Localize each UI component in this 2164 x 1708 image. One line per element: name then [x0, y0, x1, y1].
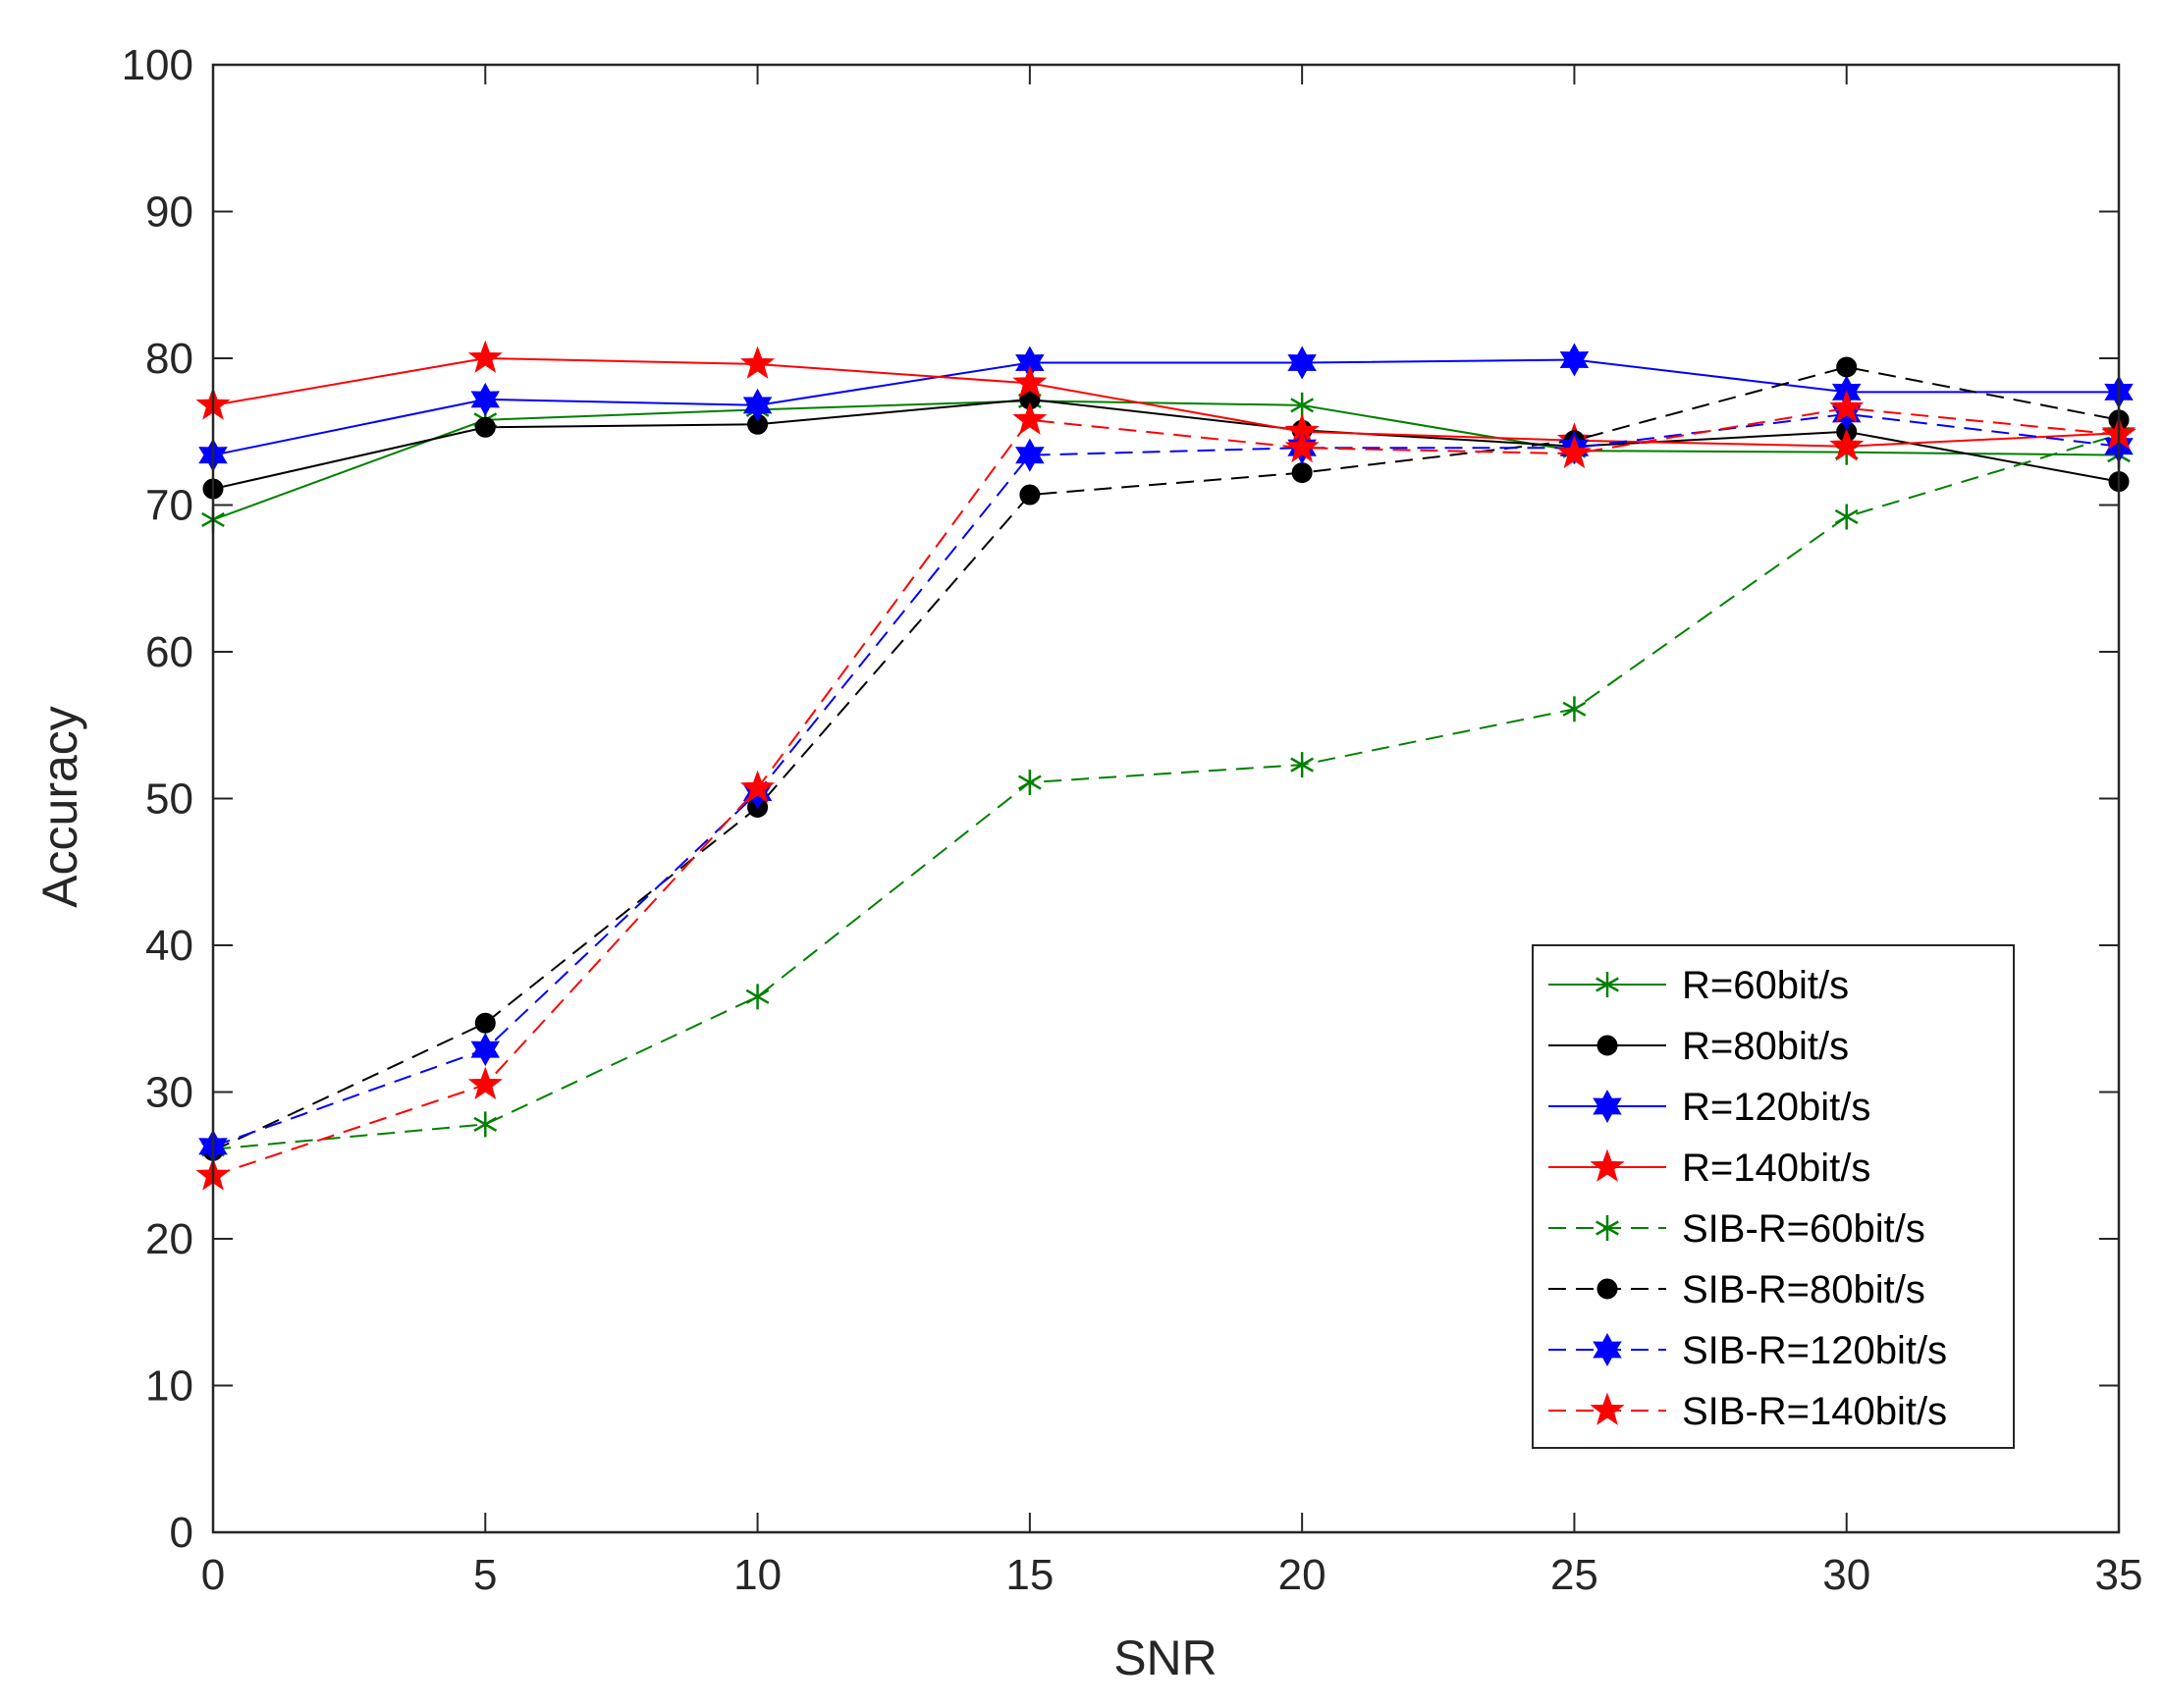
asterisk-stroke [1562, 701, 1587, 717]
data-point-sib-r-80bit-s [1019, 484, 1041, 506]
data-point-r-120bit-s [1559, 343, 1590, 377]
legend-label: SIB-R=80bit/s [1682, 1268, 1925, 1311]
data-point-sib-r-80bit-s [474, 1012, 496, 1034]
data-point-sib-r-60bit-s [1834, 504, 1859, 530]
data-point-r-120bit-s [1287, 346, 1317, 380]
legend-label: SIB-R=140bit/s [1682, 1390, 1947, 1433]
legend-entry-sib-r-80bit-s: SIB-R=80bit/s [1548, 1268, 1925, 1311]
y-tick-label: 40 [145, 922, 193, 970]
x-tick-label: 20 [1278, 1551, 1326, 1599]
axes-layer: 0 5 10 15 20 25 30 35 0 10 20 30 40 50 60 70 80 90 100 [122, 41, 2143, 1599]
y-tick-label: 50 [145, 775, 193, 824]
data-point-sib-r-60bit-s [1562, 696, 1587, 722]
legend-label: R=60bit/s [1682, 964, 1849, 1007]
asterisk-stroke [1290, 757, 1315, 773]
x-tick-label: 0 [201, 1551, 225, 1599]
data-point-r-120bit-s [742, 388, 773, 422]
x-tick-label: 15 [1005, 1551, 1054, 1599]
legend-marker-sib-r-140bit-s [1590, 1392, 1625, 1425]
legend-label: R=140bit/s [1682, 1147, 1870, 1190]
legend-label: SIB-R=60bit/s [1682, 1207, 1925, 1251]
data-point-r-140bit-s [740, 346, 776, 379]
y-tick-label: 90 [145, 188, 193, 237]
y-tick-label: 70 [145, 482, 193, 530]
legend-entry-sib-r-60bit-s: SIB-R=60bit/s [1548, 1207, 1925, 1251]
y-tick-label: 80 [145, 335, 193, 383]
asterisk-stroke [1017, 774, 1042, 790]
legend-marker-sib-r-80bit-s [1596, 1278, 1618, 1300]
x-tick-label: 10 [733, 1551, 782, 1599]
data-point-sib-r-80bit-s [1836, 356, 1858, 378]
data-point-sib-r-60bit-s [1290, 752, 1315, 778]
data-point-sib-r-140bit-s [467, 1066, 503, 1099]
legend-entry-r-120bit-s: R=120bit/s [1548, 1086, 1870, 1129]
data-point-sib-r-120bit-s [1015, 438, 1045, 472]
y-tick-label: 60 [145, 628, 193, 676]
legend-marker-sib-r-60bit-s [1596, 1215, 1619, 1241]
series-layer [195, 340, 2137, 1191]
x-tick-label: 25 [1550, 1551, 1598, 1599]
data-point-sib-r-140bit-s [740, 770, 776, 803]
data-point-sib-r-60bit-s [473, 1111, 498, 1138]
series-line-r-140bit-s [212, 356, 2120, 448]
x-axis-title: SNR [1113, 1630, 1217, 1685]
series-r-80bit-s [202, 389, 2130, 500]
y-axis-title: Accuracy [32, 706, 87, 908]
data-point-sib-r-140bit-s [1556, 435, 1592, 469]
legend-label: R=80bit/s [1682, 1025, 1849, 1068]
legend-marker-r-80bit-s [1596, 1035, 1618, 1056]
y-tick-label: 0 [170, 1509, 193, 1557]
plot-frame [211, 63, 2121, 1534]
legend: R=60bit/s R=80bit/s R=120bit/s R=140bit/s SI… [1532, 944, 2015, 1449]
asterisk-stroke [1834, 508, 1859, 525]
asterisk-stroke [1596, 1220, 1619, 1236]
y-tick-label: 100 [122, 41, 193, 89]
legend-marker-sib-r-120bit-s [1593, 1332, 1622, 1367]
series-line-r-60bit-s [212, 400, 2120, 521]
y-tick-label: 10 [145, 1362, 193, 1411]
y-tick-label: 30 [145, 1069, 193, 1117]
legend-label: R=120bit/s [1682, 1086, 1870, 1129]
legend-marker-r-120bit-s [1593, 1089, 1622, 1124]
y-tick-label: 20 [145, 1215, 193, 1263]
data-point-sib-r-140bit-s [1012, 401, 1048, 435]
legend-entry-r-140bit-s: R=140bit/s [1548, 1147, 1870, 1190]
data-point-sib-r-140bit-s [1829, 390, 1865, 423]
legend-entry-sib-r-120bit-s: SIB-R=120bit/s [1548, 1329, 1947, 1372]
x-tick-label: 30 [1822, 1551, 1870, 1599]
data-point-sib-r-60bit-s [745, 984, 770, 1010]
legend-entry-sib-r-140bit-s: SIB-R=140bit/s [1548, 1390, 1947, 1433]
data-point-r-140bit-s [1012, 364, 1048, 399]
data-point-sib-r-60bit-s [1017, 770, 1042, 796]
data-point-r-140bit-s [467, 340, 503, 373]
asterisk-stroke [745, 988, 770, 1004]
x-tick-label: 35 [2095, 1551, 2143, 1599]
series-line-sib-r-120bit-s [212, 412, 2120, 1148]
data-point-sib-r-80bit-s [1291, 462, 1313, 484]
data-point-r-140bit-s [1829, 428, 1865, 461]
legend-entry-r-80bit-s: R=80bit/s [1548, 1025, 1849, 1068]
data-point-r-120bit-s [470, 382, 501, 416]
data-point-sib-r-120bit-s [470, 1033, 501, 1067]
asterisk-stroke [1596, 977, 1619, 992]
legend-box [1532, 944, 2015, 1449]
legend-entry-r-60bit-s: R=60bit/s [1548, 964, 1849, 1007]
series-line-sib-r-80bit-s [212, 365, 2120, 1152]
series-line-r-80bit-s [212, 398, 2120, 491]
legend-label: SIB-R=120bit/s [1682, 1329, 1947, 1372]
legend-marker-r-140bit-s [1590, 1148, 1625, 1182]
legend-marker-r-60bit-s [1596, 972, 1619, 997]
asterisk-stroke [473, 1116, 498, 1132]
series-line-r-120bit-s [212, 358, 2119, 456]
data-point-r-80bit-s [474, 416, 496, 438]
x-tick-label: 5 [473, 1551, 497, 1599]
data-point-sib-r-140bit-s [1284, 429, 1320, 463]
series-line-sib-r-60bit-s [212, 433, 2120, 1150]
asterisk-stroke [1290, 398, 1315, 413]
